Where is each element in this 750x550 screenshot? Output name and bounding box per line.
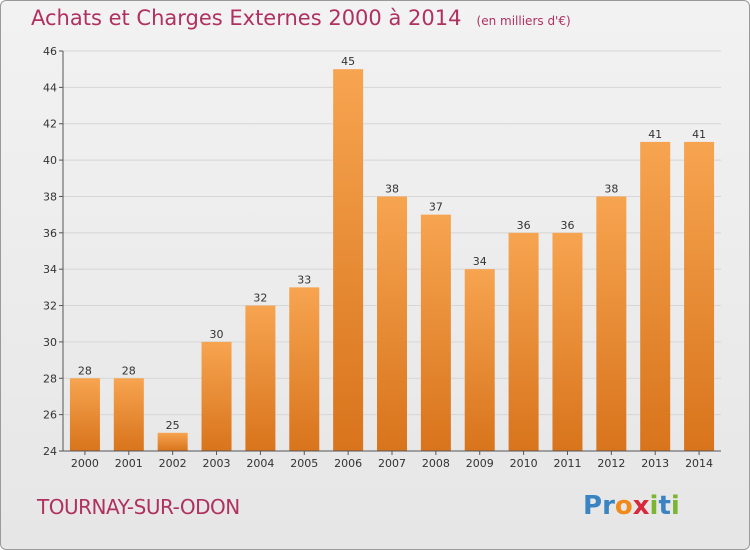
bar xyxy=(596,196,627,451)
logo-letter: o xyxy=(614,491,633,521)
bar-value-label: 36 xyxy=(560,219,574,232)
chart-subtitle: (en milliers d'€) xyxy=(476,14,571,28)
bar-value-label: 28 xyxy=(122,364,136,377)
bar xyxy=(464,269,495,451)
x-tick-label: 2006 xyxy=(334,457,362,470)
chart-title: Achats et Charges Externes 2000 à 2014 (… xyxy=(31,6,571,30)
y-tick-label: 36 xyxy=(43,227,57,240)
bar-value-label: 32 xyxy=(253,292,267,305)
bar xyxy=(201,341,232,451)
bar xyxy=(684,141,715,451)
logo-letter: P xyxy=(583,491,603,521)
chart-title-main: Achats et Charges Externes 2000 à 2014 xyxy=(31,6,462,30)
bar-value-label: 28 xyxy=(78,364,92,377)
bar xyxy=(377,196,407,451)
bar-value-label: 41 xyxy=(648,128,662,141)
y-tick-label: 34 xyxy=(43,263,57,276)
y-tick-label: 32 xyxy=(43,300,57,313)
bar-value-label: 33 xyxy=(297,273,311,286)
bar xyxy=(420,214,451,451)
bar xyxy=(333,69,364,451)
x-tick-label: 2002 xyxy=(159,457,187,470)
bar xyxy=(245,305,276,451)
logo-letter: t xyxy=(658,491,671,521)
bar xyxy=(69,378,100,451)
y-tick-label: 42 xyxy=(43,118,57,131)
bar-value-label: 38 xyxy=(385,182,399,195)
bar-value-label: 45 xyxy=(341,55,355,68)
x-tick-label: 2007 xyxy=(378,457,406,470)
x-tick-label: 2001 xyxy=(115,457,143,470)
y-tick-label: 30 xyxy=(43,336,57,349)
y-tick-label: 26 xyxy=(43,409,57,422)
x-tick-label: 2000 xyxy=(71,457,99,470)
bar xyxy=(289,287,320,451)
x-tick-label: 2008 xyxy=(422,457,450,470)
bar-value-label: 38 xyxy=(604,182,618,195)
x-tick-label: 2009 xyxy=(466,457,494,470)
logo-letter: i xyxy=(670,491,680,521)
y-tick-label: 46 xyxy=(43,45,57,58)
x-tick-label: 2005 xyxy=(290,457,318,470)
x-tick-label: 2014 xyxy=(685,457,713,470)
logo-letter: i xyxy=(649,491,659,521)
x-tick-label: 2010 xyxy=(510,457,538,470)
y-tick-label: 28 xyxy=(43,372,57,385)
bar-value-label: 34 xyxy=(473,255,487,268)
bar xyxy=(157,432,188,451)
x-tick-label: 2012 xyxy=(597,457,625,470)
bar-value-label: 36 xyxy=(517,219,531,232)
x-tick-label: 2003 xyxy=(203,457,231,470)
y-tick-label: 24 xyxy=(43,445,57,458)
logo-letter: x xyxy=(632,491,650,521)
bar xyxy=(640,141,671,451)
logo-letter: r xyxy=(602,491,615,521)
bar-value-label: 37 xyxy=(429,201,443,214)
bar xyxy=(552,232,583,451)
y-tick-label: 38 xyxy=(43,190,57,203)
proxiti-logo: Proxiti xyxy=(583,491,680,521)
x-tick-label: 2011 xyxy=(553,457,581,470)
commune-name: TOURNAY-SUR-ODON xyxy=(37,495,240,519)
x-tick-label: 2013 xyxy=(641,457,669,470)
bar-value-label: 41 xyxy=(692,128,706,141)
bar-value-label: 25 xyxy=(166,419,180,432)
bar xyxy=(508,232,539,451)
x-tick-label: 2004 xyxy=(246,457,274,470)
y-tick-label: 44 xyxy=(43,81,57,94)
bar xyxy=(113,378,144,451)
y-tick-label: 40 xyxy=(43,154,57,167)
bar-value-label: 30 xyxy=(210,328,224,341)
